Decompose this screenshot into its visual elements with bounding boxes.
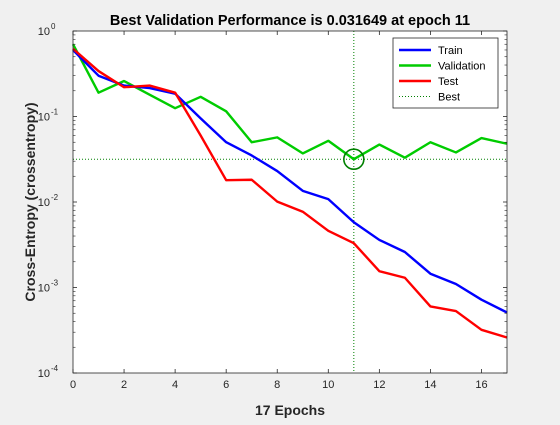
x-tick-label: 14 xyxy=(424,379,436,391)
x-tick-label: 10 xyxy=(322,379,334,391)
y-tick-label: 10 xyxy=(38,112,50,124)
x-axis-label: 17 Epochs xyxy=(255,402,325,418)
y-axis-label: Cross-Entropy (crossentropy) xyxy=(22,102,38,301)
x-tick-label: 0 xyxy=(70,379,76,391)
x-tick-label: 6 xyxy=(223,379,229,391)
x-tick-label: 16 xyxy=(475,379,487,391)
x-tick-label: 4 xyxy=(172,379,178,391)
y-tick-label: 10 xyxy=(38,197,50,209)
legend-label-train: Train xyxy=(438,45,463,57)
series-line-test xyxy=(72,47,508,339)
x-tick-label: 8 xyxy=(274,379,280,391)
y-tick-label: 10 xyxy=(38,283,50,295)
y-tick-exponent: -1 xyxy=(51,108,59,117)
x-tick-label: 12 xyxy=(373,379,385,391)
series-line-validation xyxy=(71,43,508,161)
legend-label-test: Test xyxy=(438,76,458,88)
y-tick-label: 10 xyxy=(38,26,50,38)
legend: Train Validation Test Best xyxy=(392,37,499,109)
y-tick-exponent: -4 xyxy=(51,364,59,373)
y-tick-exponent: -2 xyxy=(51,193,59,202)
x-tick-label: 2 xyxy=(121,379,127,391)
y-tick-exponent: 0 xyxy=(51,22,56,31)
best-point-marker xyxy=(343,148,365,171)
y-tick-exponent: -3 xyxy=(51,279,59,288)
series-line-train xyxy=(72,49,508,314)
legend-label-best: Best xyxy=(438,92,460,104)
chart-title: Best Validation Performance is 0.031649 … xyxy=(110,13,470,29)
legend-label-validation: Validation xyxy=(438,61,486,73)
y-tick-label: 10 xyxy=(38,368,50,380)
